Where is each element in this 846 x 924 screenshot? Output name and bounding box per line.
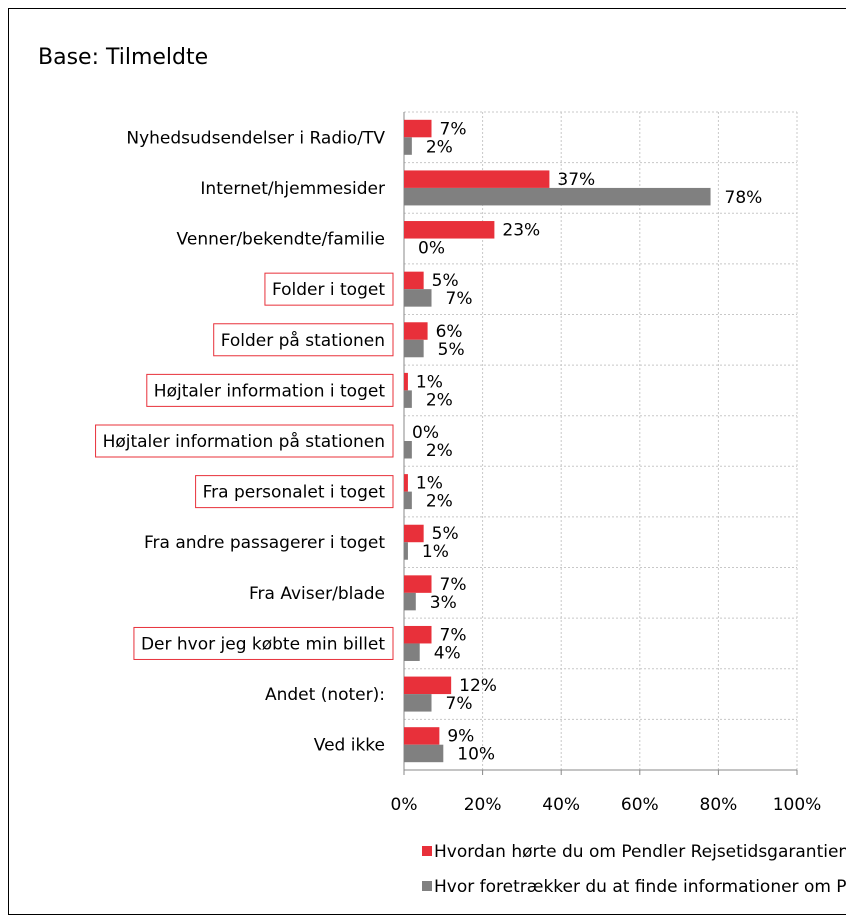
value-label: 2% [426,137,453,157]
x-tick-label: 40% [542,795,580,815]
category-label: Der hvor jeg købte min billet [141,634,385,654]
bar [404,390,412,408]
bar [404,643,420,661]
value-label: 2% [426,492,453,512]
value-label: 4% [434,643,461,663]
highlight-box [95,424,394,458]
value-label: 9% [447,727,474,747]
category-label: Ved ikke [314,736,385,756]
bar [404,119,432,138]
value-label: 10% [457,745,495,765]
bar [404,474,408,492]
x-tick-label: 60% [621,795,659,815]
bar [404,592,416,611]
bar [404,339,424,358]
value-label: 0% [412,423,439,443]
value-label: 7% [440,119,467,139]
bar [404,137,412,155]
bar [404,676,452,695]
category-label: Internet/hjemmesider [200,179,385,199]
category-label: Venner/bekendte/familie [177,230,385,250]
value-label: 23% [502,221,540,241]
x-tick-label: 80% [700,795,738,815]
bar [404,271,424,290]
bar [404,221,495,239]
legend-label: Hvor foretrækker du at finde information… [434,877,846,897]
chart-title: Base: Tilmeldte [38,45,208,70]
bar [404,322,428,340]
value-label: 7% [440,575,467,595]
highlight-box [195,475,394,509]
bar [404,625,432,644]
highlight-box [133,626,394,660]
bar [404,372,408,391]
value-label: 12% [459,676,497,696]
bar [404,187,711,206]
bar [404,491,412,510]
value-label: 1% [416,372,443,392]
value-label: 6% [436,322,463,342]
highlight-box [264,272,394,306]
category-label: Folder i toget [272,280,385,300]
x-tick-label: 0% [391,795,418,815]
value-label: 5% [432,271,459,291]
value-label: 7% [440,625,467,645]
bar [404,575,432,593]
value-label: 78% [725,188,763,208]
highlight-box [213,323,394,357]
bar [404,524,424,543]
value-label: 0% [418,239,445,259]
x-tick-label: 100% [773,795,822,815]
bar [404,744,444,763]
category-label: Højtaler information i toget [154,381,386,401]
value-label: 7% [446,289,473,309]
category-label: Fra personalet i toget [203,483,386,503]
bar [404,441,412,459]
category-label: Fra Aviser/blade [249,584,385,604]
legend-swatch [422,881,432,891]
legend-label: Hvordan hørte du om Pendler Rejsetidsgar… [434,842,846,862]
category-label: Folder på stationen [221,330,385,351]
x-tick-label: 20% [464,795,502,815]
value-label: 1% [416,474,443,494]
value-label: 5% [432,524,459,544]
category-label: Højtaler information på stationen [103,431,385,452]
value-label: 5% [438,340,465,360]
value-label: 37% [557,170,595,190]
bar [404,542,408,560]
category-label: Nyhedsudsendelser i Radio/TV [126,128,385,148]
frame [8,8,846,915]
bar [404,694,432,712]
value-label: 2% [426,390,453,410]
bar [404,727,440,745]
category-label: Andet (noter): [265,685,385,705]
value-label: 7% [446,694,473,714]
value-label: 3% [430,593,457,613]
category-label: Fra andre passagerer i toget [144,533,385,553]
value-label: 1% [422,542,449,562]
bar [404,289,432,307]
bar [404,170,550,188]
highlight-box [146,373,394,407]
legend-swatch [422,846,432,856]
value-label: 2% [426,441,453,461]
